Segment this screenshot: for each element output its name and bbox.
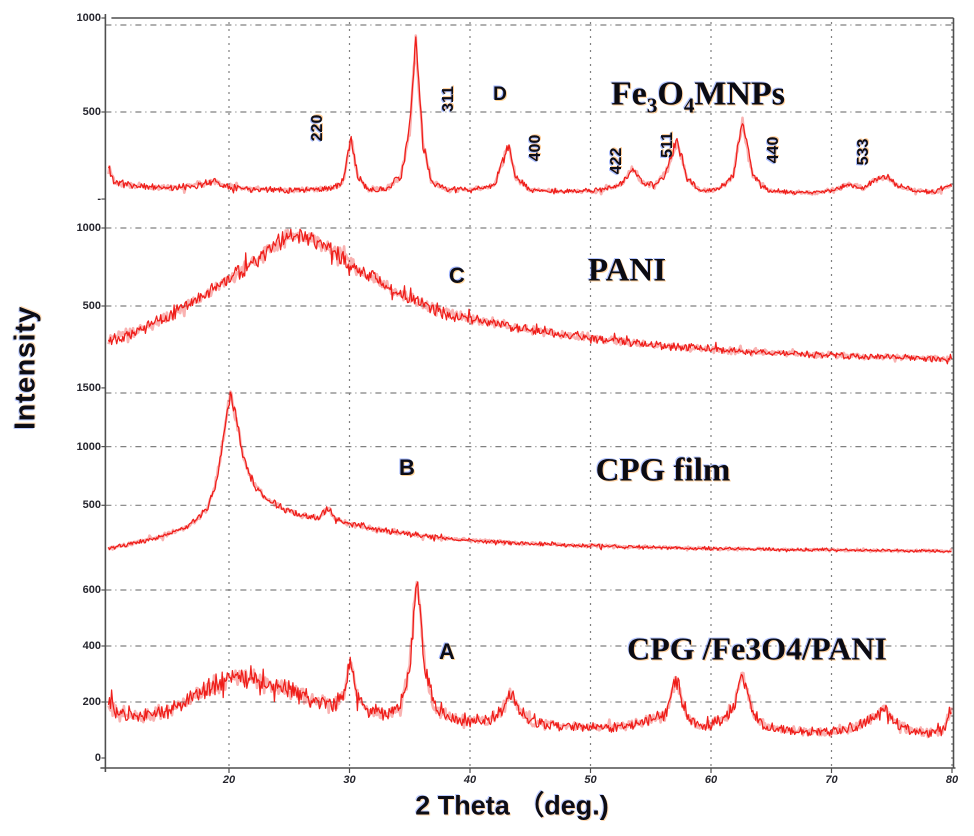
xrd-trace-C <box>107 228 953 363</box>
xrd-trace-B <box>107 391 952 553</box>
xrd-trace-A <box>107 581 952 738</box>
xrd-trace-A <box>107 580 953 739</box>
xrd-trace-D <box>107 36 953 195</box>
xrd-trace-B <box>107 390 953 554</box>
xrd-trace-D <box>107 34 953 196</box>
y-axis-title: Intensity <box>9 306 42 430</box>
x-axis-title: 2 Theta （deg.) <box>415 790 609 821</box>
xrd-trace-C <box>107 228 953 365</box>
